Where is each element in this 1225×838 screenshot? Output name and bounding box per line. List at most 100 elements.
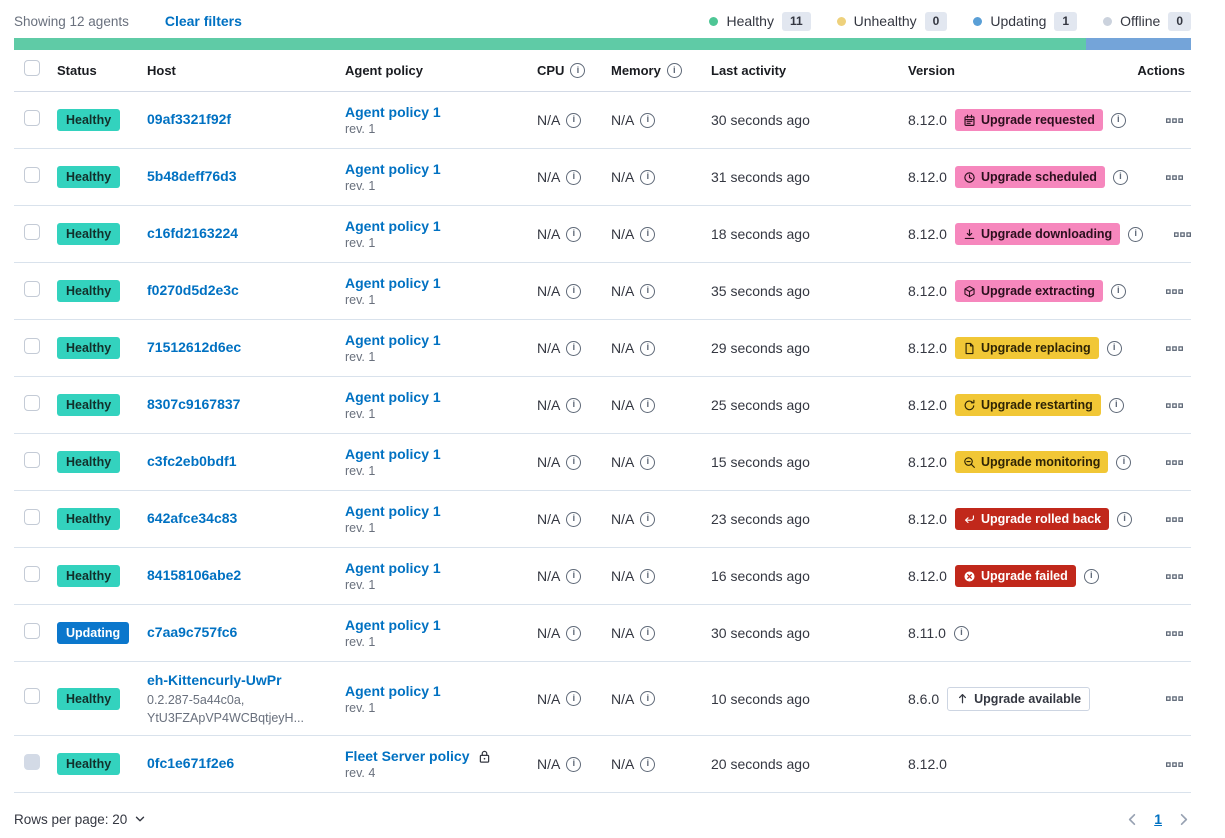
policy-link[interactable]: Agent policy 1 bbox=[345, 503, 441, 519]
host-link[interactable]: c3fc2eb0bdf1 bbox=[147, 453, 237, 469]
info-icon[interactable]: i bbox=[640, 454, 656, 470]
info-icon[interactable]: i bbox=[1128, 226, 1144, 242]
info-icon[interactable]: i bbox=[640, 625, 656, 641]
row-checkbox[interactable] bbox=[24, 280, 40, 297]
rows-per-page-button[interactable]: Rows per page: 20 bbox=[14, 812, 147, 827]
previous-page-button[interactable] bbox=[1125, 812, 1140, 827]
policy-link[interactable]: Agent policy 1 bbox=[345, 275, 441, 291]
host-link[interactable]: 71512612d6ec bbox=[147, 339, 242, 355]
legend-item-updating[interactable]: Updating 1 bbox=[973, 11, 1078, 31]
row-actions-button[interactable] bbox=[1166, 340, 1183, 357]
info-icon[interactable]: i bbox=[566, 568, 582, 584]
policy-link[interactable]: Agent policy 1 bbox=[345, 332, 441, 348]
row-actions-button[interactable] bbox=[1166, 511, 1183, 528]
info-icon[interactable]: i bbox=[566, 756, 582, 772]
info-icon[interactable]: i bbox=[640, 511, 656, 527]
policy-link[interactable]: Agent policy 1 bbox=[345, 161, 441, 177]
agent-status-badge: Healthy bbox=[57, 109, 121, 131]
row-actions-button[interactable] bbox=[1174, 226, 1192, 243]
row-actions-button[interactable] bbox=[1166, 112, 1183, 129]
row-actions-button[interactable] bbox=[1166, 397, 1183, 414]
memory-value: N/A bbox=[611, 169, 635, 185]
info-icon[interactable]: i bbox=[640, 283, 656, 299]
host-link[interactable]: c7aa9c757fc6 bbox=[147, 624, 238, 640]
row-checkbox[interactable] bbox=[24, 451, 40, 468]
info-icon[interactable]: i bbox=[1108, 397, 1124, 413]
info-icon[interactable]: i bbox=[566, 511, 582, 527]
info-icon[interactable]: i bbox=[1110, 112, 1126, 128]
info-icon[interactable]: i bbox=[566, 397, 582, 413]
row-actions-button[interactable] bbox=[1166, 454, 1183, 471]
info-icon[interactable]: i bbox=[1117, 511, 1133, 527]
info-icon[interactable]: i bbox=[640, 568, 656, 584]
info-icon[interactable]: i bbox=[640, 691, 656, 706]
row-checkbox[interactable] bbox=[24, 622, 40, 639]
row-checkbox[interactable] bbox=[24, 337, 40, 354]
host-link[interactable]: 642afce34c83 bbox=[147, 510, 238, 526]
legend-item-healthy[interactable]: Healthy 11 bbox=[709, 11, 811, 31]
policy-link[interactable]: Agent policy 1 bbox=[345, 446, 441, 462]
clear-filters-link[interactable]: Clear filters bbox=[164, 13, 242, 29]
info-icon[interactable]: i bbox=[566, 454, 582, 470]
info-icon[interactable]: i bbox=[566, 169, 582, 185]
page-number-button[interactable]: 1 bbox=[1154, 811, 1162, 827]
row-checkbox[interactable] bbox=[24, 166, 40, 183]
info-icon[interactable]: i bbox=[640, 340, 656, 356]
row-checkbox[interactable] bbox=[24, 223, 40, 240]
host-link[interactable]: f0270d5d2e3c bbox=[147, 282, 239, 298]
info-icon[interactable]: i bbox=[570, 63, 586, 78]
row-checkbox[interactable] bbox=[24, 508, 40, 525]
info-icon[interactable]: i bbox=[640, 112, 656, 128]
info-icon[interactable]: i bbox=[666, 63, 682, 78]
policy-link[interactable]: Agent policy 1 bbox=[345, 560, 441, 576]
info-icon[interactable]: i bbox=[1116, 454, 1132, 470]
info-icon[interactable]: i bbox=[1083, 568, 1099, 584]
row-checkbox[interactable] bbox=[24, 109, 40, 126]
legend-count-badge: 11 bbox=[781, 11, 811, 31]
host-link[interactable]: 0fc1e671f2e6 bbox=[147, 755, 235, 771]
info-icon[interactable]: i bbox=[566, 226, 582, 242]
host-link[interactable]: c16fd2163224 bbox=[147, 225, 239, 241]
info-icon[interactable]: i bbox=[1110, 283, 1126, 299]
legend-item-offline[interactable]: Offline 0 bbox=[1103, 11, 1191, 31]
host-link[interactable]: 8307c9167837 bbox=[147, 396, 241, 412]
next-page-button[interactable] bbox=[1176, 812, 1191, 827]
policy-link[interactable]: Agent policy 1 bbox=[345, 104, 441, 120]
row-checkbox[interactable] bbox=[24, 688, 40, 704]
last-activity-text: 20 seconds ago bbox=[711, 756, 810, 772]
info-icon[interactable]: i bbox=[640, 397, 656, 413]
row-actions-button[interactable] bbox=[1166, 283, 1183, 300]
row-checkbox[interactable] bbox=[24, 394, 40, 411]
info-icon[interactable]: i bbox=[566, 112, 582, 128]
row-actions-button[interactable] bbox=[1166, 169, 1183, 186]
row-checkbox[interactable] bbox=[24, 565, 40, 582]
info-icon[interactable]: i bbox=[566, 340, 582, 356]
policy-link[interactable]: Agent policy 1 bbox=[345, 389, 441, 405]
policy-link[interactable]: Fleet Server policy bbox=[345, 748, 470, 764]
info-icon[interactable]: i bbox=[953, 625, 969, 641]
info-icon[interactable]: i bbox=[640, 169, 656, 185]
row-actions-button[interactable] bbox=[1166, 690, 1183, 707]
host-link[interactable]: 09af3321f92f bbox=[147, 111, 232, 127]
select-all-checkbox[interactable] bbox=[24, 60, 40, 76]
policy-link[interactable]: Agent policy 1 bbox=[345, 682, 441, 699]
info-icon[interactable]: i bbox=[566, 691, 582, 706]
info-icon[interactable]: i bbox=[640, 756, 656, 772]
host-link[interactable]: 84158106abe2 bbox=[147, 567, 242, 583]
host-link[interactable]: 5b48deff76d3 bbox=[147, 168, 237, 184]
info-icon[interactable]: i bbox=[1106, 340, 1122, 356]
col-header-memory: Memory i bbox=[611, 63, 711, 78]
cpu-value: N/A bbox=[537, 283, 561, 299]
info-icon[interactable]: i bbox=[566, 625, 582, 641]
info-icon[interactable]: i bbox=[640, 226, 656, 242]
last-activity-text: 23 seconds ago bbox=[711, 511, 810, 527]
info-icon[interactable]: i bbox=[1112, 169, 1128, 185]
row-actions-button[interactable] bbox=[1166, 625, 1183, 642]
legend-item-unhealthy[interactable]: Unhealthy 0 bbox=[836, 11, 948, 31]
policy-link[interactable]: Agent policy 1 bbox=[345, 218, 441, 234]
host-link[interactable]: eh-Kittencurly-UwPr bbox=[147, 671, 282, 688]
row-actions-button[interactable] bbox=[1166, 568, 1183, 585]
policy-link[interactable]: Agent policy 1 bbox=[345, 617, 441, 633]
info-icon[interactable]: i bbox=[566, 283, 582, 299]
row-actions-button[interactable] bbox=[1166, 756, 1183, 773]
